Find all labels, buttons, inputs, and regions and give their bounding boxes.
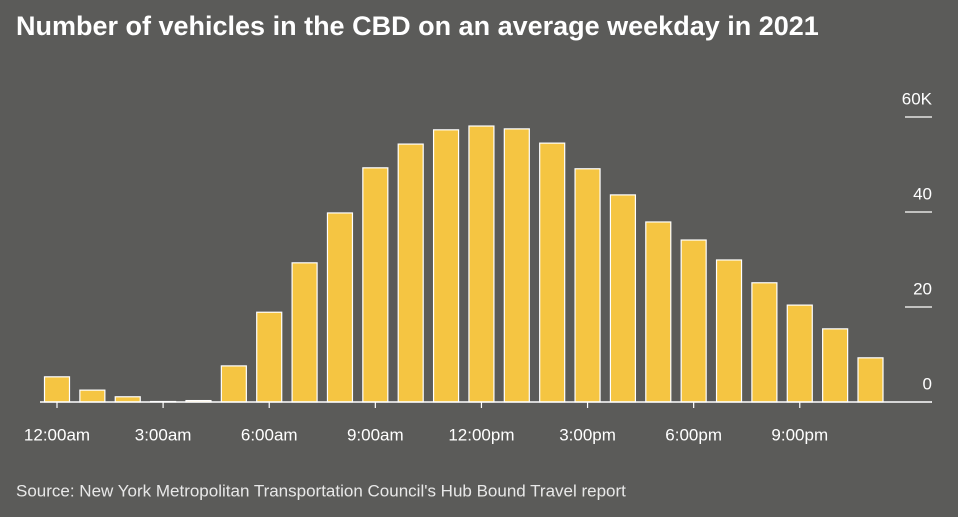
bar — [609, 194, 637, 403]
bar — [574, 168, 601, 403]
x-tick-label: 6:00am — [241, 425, 298, 444]
bar — [291, 262, 318, 403]
chart-title: Number of vehicles in the CBD on an aver… — [16, 11, 819, 41]
x-tick-label: 12:00am — [24, 425, 90, 444]
source-note: Source: New York Metropolitan Transporta… — [16, 481, 626, 500]
bar — [397, 143, 424, 403]
bar — [326, 212, 354, 403]
bar — [114, 396, 141, 403]
y-tick-label: 20 — [913, 279, 932, 298]
bar — [857, 357, 884, 403]
bar — [715, 259, 743, 403]
bar — [79, 389, 106, 403]
bar — [468, 125, 495, 403]
x-tick-label: 9:00am — [347, 425, 404, 444]
x-tick-label: 6:00pm — [665, 425, 722, 444]
y-tick-label: 60K — [902, 89, 933, 108]
bar — [362, 167, 389, 403]
y-tick-label: 0 — [923, 374, 932, 393]
x-tick-label: 3:00am — [135, 425, 192, 444]
x-tick-label: 9:00pm — [771, 425, 828, 444]
bar — [822, 328, 849, 403]
bar — [220, 365, 247, 403]
bar — [680, 239, 707, 403]
bar — [503, 128, 530, 403]
x-tick-label: 3:00pm — [559, 425, 616, 444]
bar — [786, 304, 813, 403]
bar — [256, 311, 283, 403]
x-tick-label: 12:00pm — [448, 425, 514, 444]
bar — [43, 376, 71, 403]
bar — [751, 282, 778, 403]
bar — [432, 129, 460, 403]
bar — [539, 142, 566, 403]
y-tick-label: 40 — [913, 184, 932, 203]
bar — [645, 221, 672, 403]
